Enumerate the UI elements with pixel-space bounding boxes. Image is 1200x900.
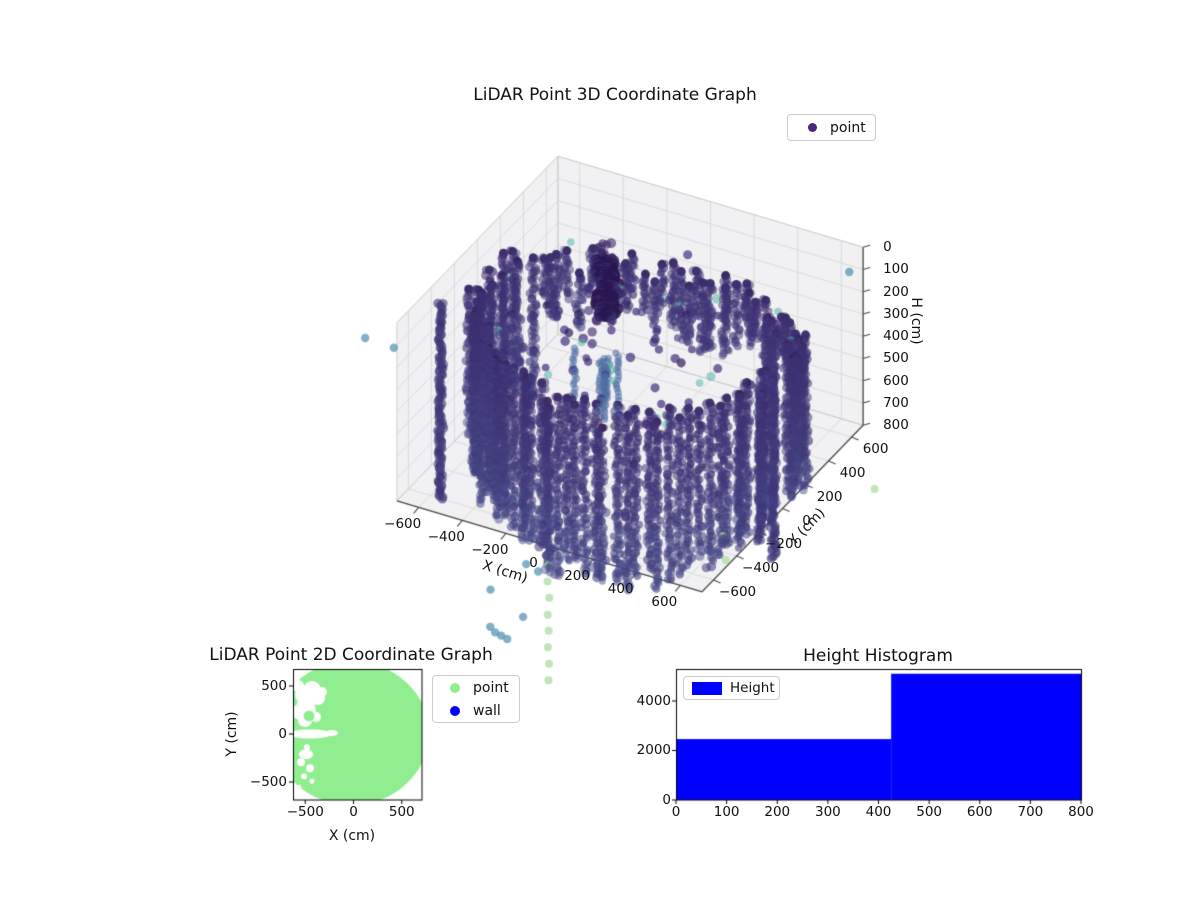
y-tick-label: 500 xyxy=(261,678,287,694)
plot-3d-legend: point xyxy=(787,114,876,141)
hist-legend: Height xyxy=(683,676,780,700)
x-tick-label: 200 xyxy=(564,568,590,585)
y-tick-label: −600 xyxy=(719,583,757,600)
y-tick-label: 0 xyxy=(662,792,671,808)
x-tick-label: 300 xyxy=(814,804,841,820)
x-tick-label: −200 xyxy=(471,542,509,559)
z-tick-label: 200 xyxy=(883,283,909,300)
legend-row-height: Height xyxy=(684,680,779,696)
plot-2d-yaxis-label: Y (cm) xyxy=(224,711,240,757)
x-tick-label: 0 xyxy=(671,804,681,820)
plot-2d-title: LiDAR Point 2D Coordinate Graph xyxy=(209,645,493,665)
legend-row-point2d: point xyxy=(433,680,519,696)
z-tick-label: 400 xyxy=(883,328,909,345)
point-marker-icon xyxy=(450,682,460,693)
plot-3d-canvas xyxy=(310,135,970,690)
y-tick-label: 2000 xyxy=(636,742,671,759)
x-tick-label: 200 xyxy=(764,804,791,820)
z-tick-label: 500 xyxy=(883,350,909,367)
x-tick-label: 500 xyxy=(388,804,415,820)
y-tick-label: 200 xyxy=(816,488,843,505)
y-tick-label: 0 xyxy=(278,726,287,743)
legend-label-height: Height xyxy=(730,680,775,696)
x-tick-label: −400 xyxy=(427,529,465,546)
x-tick-label: 0 xyxy=(349,804,358,820)
y-tick-label: 0 xyxy=(802,512,811,529)
z-tick-label: 300 xyxy=(883,305,909,322)
legend-label-wall: wall xyxy=(473,702,501,719)
plot-3d-title: LiDAR Point 3D Coordinate Graph xyxy=(473,85,757,105)
plot-2d-legend: point wall xyxy=(432,675,520,723)
z-tick-label: 600 xyxy=(883,372,909,389)
y-tick-label: −200 xyxy=(765,536,803,553)
y-tick-label: −400 xyxy=(742,560,780,577)
z-tick-label: 700 xyxy=(883,394,909,411)
x-tick-label: 100 xyxy=(713,804,740,820)
x-tick-label: −600 xyxy=(384,516,422,533)
plot-2d-xaxis-label: X (cm) xyxy=(328,828,376,844)
x-tick-label: 400 xyxy=(865,804,892,820)
x-tick-label: −500 xyxy=(286,804,324,820)
height-swatch-icon xyxy=(692,681,722,695)
point-marker-icon xyxy=(808,123,817,132)
x-tick-label: 0 xyxy=(529,555,538,572)
y-tick-label: 4000 xyxy=(636,692,671,709)
legend-row-point3d: point xyxy=(788,120,875,136)
wall-marker-icon xyxy=(450,705,460,716)
y-tick-label: 600 xyxy=(862,441,889,458)
x-tick-label: 700 xyxy=(1017,804,1044,820)
x-tick-label: 600 xyxy=(651,594,678,611)
z-tick-label: 100 xyxy=(883,261,909,278)
plot-3d-zaxis-label: H (cm) xyxy=(908,297,924,345)
x-tick-label: 500 xyxy=(916,804,943,820)
x-tick-label: 800 xyxy=(1068,804,1094,820)
z-tick-label: 0 xyxy=(883,239,892,256)
y-tick-label: −500 xyxy=(249,774,287,791)
legend-row-wall: wall xyxy=(433,703,519,719)
x-tick-label: 400 xyxy=(607,581,634,598)
legend-label-point2d: point xyxy=(473,679,509,696)
plot-2d-canvas xyxy=(283,658,433,813)
x-tick-label: 600 xyxy=(966,804,993,820)
legend-label-point3d: point xyxy=(830,119,866,136)
z-tick-label: 800 xyxy=(883,417,909,434)
hist-title: Height Histogram xyxy=(803,646,953,666)
y-tick-label: 400 xyxy=(839,464,866,481)
